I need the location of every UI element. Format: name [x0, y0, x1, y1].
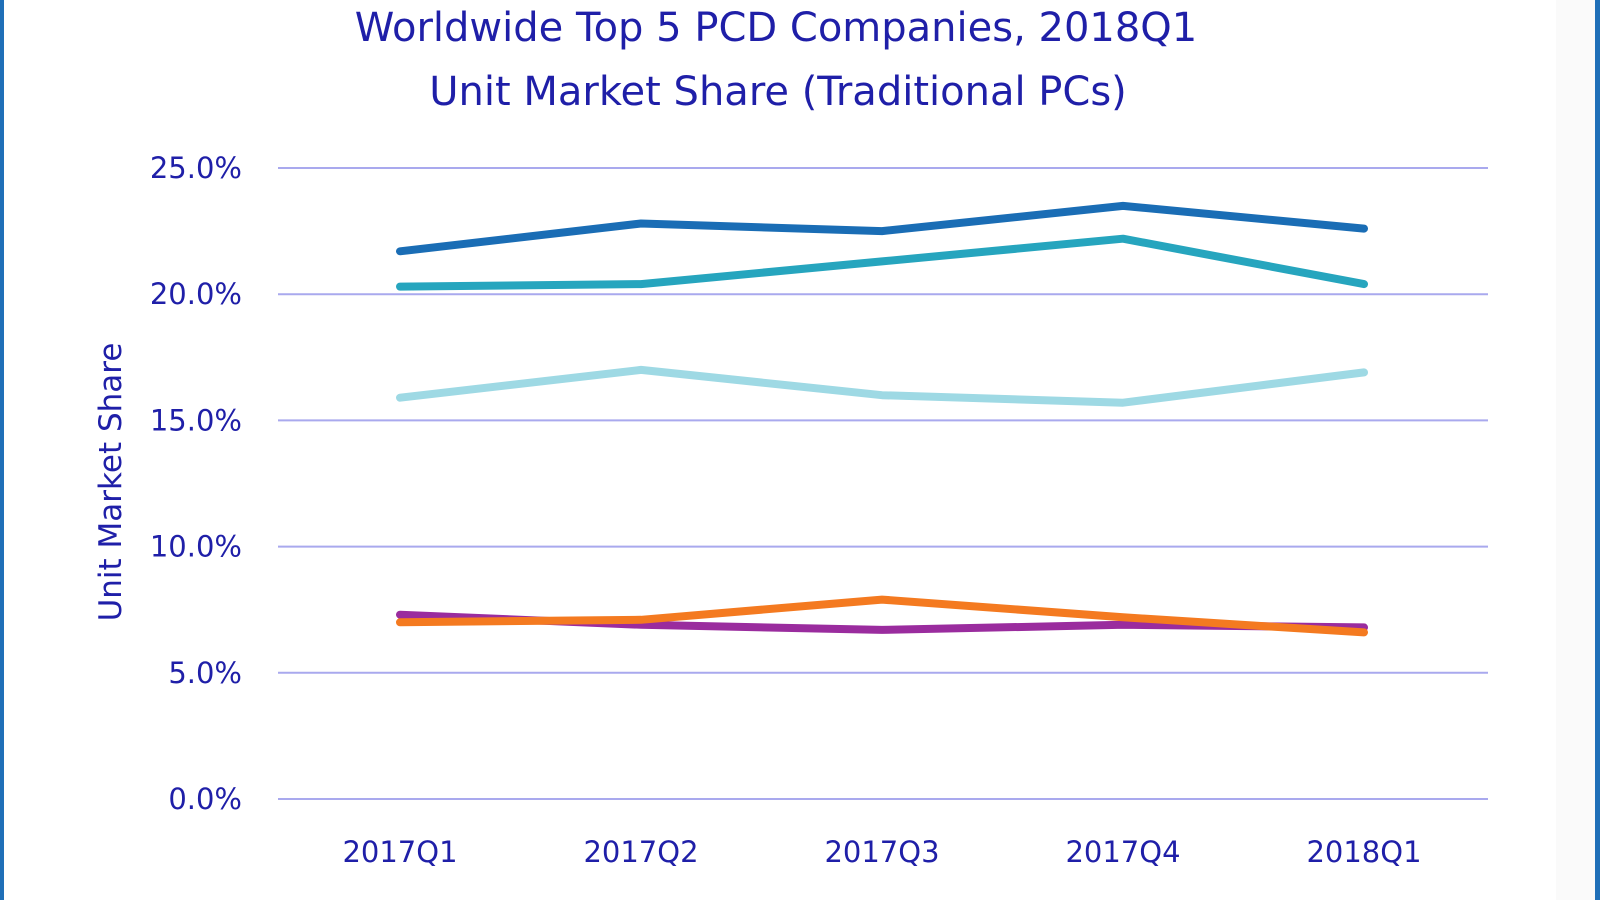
y-tick-label: 5.0% [168, 656, 242, 690]
series-line-3 [396, 365, 1368, 407]
series-line-2 [396, 234, 1368, 291]
frame-border-left [0, 0, 4, 900]
frame-border-right [1595, 0, 1600, 900]
x-tick-label: 2018Q1 [1306, 835, 1421, 869]
x-tick-label: 2017Q4 [1065, 835, 1180, 869]
y-tick-label: 10.0% [150, 530, 242, 564]
series-line-1 [396, 201, 1368, 256]
x-axis-ticks: 2017Q1 2017Q2 2017Q3 2017Q4 2018Q1 [342, 835, 1421, 869]
y-tick-label: 0.0% [168, 782, 242, 816]
chart-subtitle: Unit Market Share (Traditional PCs) [429, 69, 1127, 115]
x-tick-label: 2017Q2 [583, 835, 698, 869]
y-tick-label: 25.0% [150, 151, 242, 185]
y-tick-label: 20.0% [150, 277, 242, 311]
series-lines [396, 201, 1368, 637]
chart-background-edge [1556, 0, 1595, 900]
gridlines [278, 167, 1488, 800]
x-tick-label: 2017Q1 [342, 835, 457, 869]
y-axis-ticks: 0.0% 5.0% 10.0% 15.0% 20.0% 25.0% [150, 151, 242, 816]
series-line-5 [396, 595, 1368, 637]
y-tick-label: 15.0% [150, 403, 242, 437]
chart-title: Worldwide Top 5 PCD Companies, 2018Q1 [355, 5, 1197, 51]
x-tick-label: 2017Q3 [824, 835, 939, 869]
y-axis-label: Unit Market Share [93, 343, 129, 622]
